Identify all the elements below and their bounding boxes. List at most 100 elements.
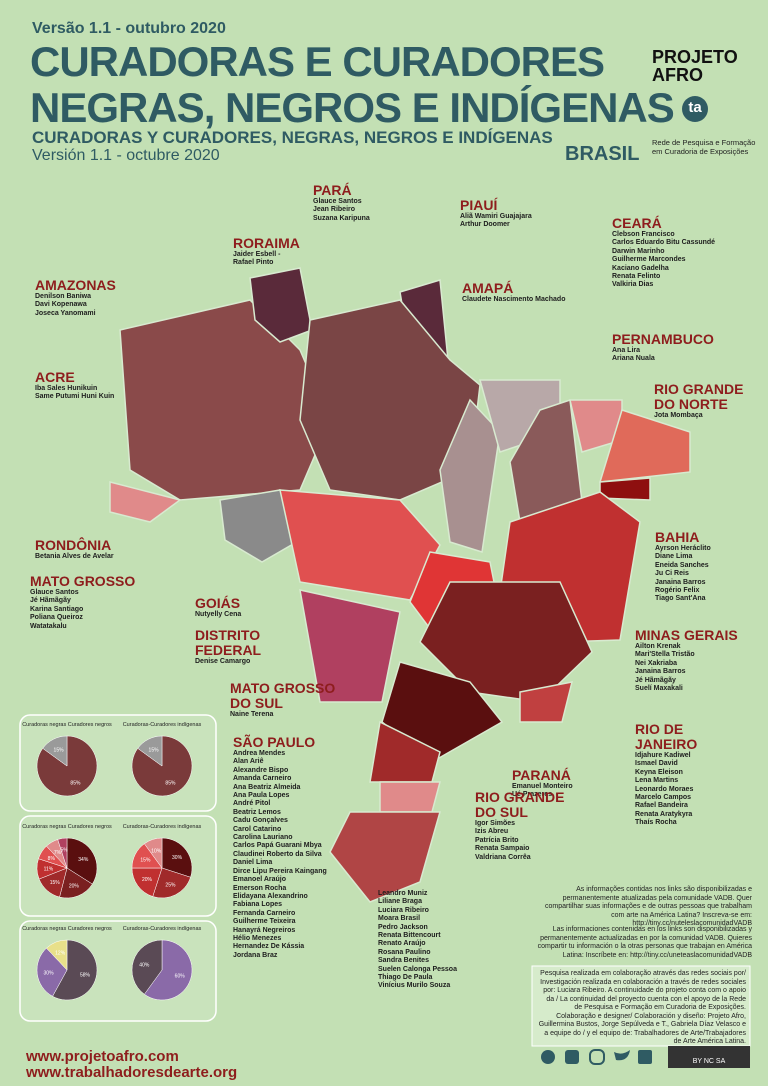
person: Renata Bittencourt <box>378 932 441 940</box>
person: Glauce Santos <box>30 589 79 596</box>
person: Guilherme Teixeira <box>233 918 296 926</box>
pie-label: 30% <box>172 855 183 861</box>
person: Ayrson Heráclito <box>655 545 711 552</box>
person: Carol Catarino <box>233 825 282 833</box>
person: Renato Araújo <box>378 940 426 948</box>
state-block: DISTRITO FEDERAL Denise Camargo <box>195 628 315 666</box>
pie-slice <box>131 867 163 897</box>
person: Jota Mombaça <box>654 412 703 419</box>
state-name: AMAPÁ <box>462 280 514 296</box>
person: Ismael David <box>635 760 678 768</box>
pie-label: 15% <box>149 747 160 753</box>
note-box <box>531 965 751 1047</box>
ta-text: Rede de Pesquisa e Formação em Curadoria… <box>652 138 756 156</box>
person: Naine Terena <box>230 711 274 718</box>
person: Fabiana Lopes <box>233 901 283 909</box>
person: Vinícius Murilo Souza <box>378 982 451 990</box>
person: Aliã Wamiri Guajajara <box>460 213 532 220</box>
person: Pedro Jackson <box>378 923 428 931</box>
person: Ana Beatriz Almeida <box>233 783 301 791</box>
state-name: ACRE <box>35 369 75 385</box>
state-region <box>249 267 313 343</box>
person: Mari'Stella Tristão <box>635 651 695 659</box>
pie-title: Curadoras-Curadores indígenas <box>123 722 202 728</box>
site: www.trabalhadoresdearte.org <box>26 1064 238 1081</box>
state-block: RIO GRANDE DO NORTE Jota Mombaça <box>654 382 764 420</box>
person: Janaina Barros <box>655 578 706 586</box>
person: Ana Lira <box>612 347 641 354</box>
state-name: RORAIMA <box>233 235 300 251</box>
person: Rafael Bandeira <box>635 802 688 810</box>
person: Valdriana Corrêa <box>475 853 531 861</box>
pie-label: 85% <box>165 781 176 787</box>
pie-label: 11% <box>44 867 54 873</box>
state-name: MINAS GERAIS <box>635 627 738 643</box>
person: Same Putumi Huni Kuin <box>35 393 115 401</box>
pie-title: Curadoras-Curadores indígenas <box>123 824 202 830</box>
person: Jean Ribeiro <box>313 206 356 214</box>
person: Glauce Santos <box>313 198 362 205</box>
pie-slice <box>161 837 193 878</box>
version-es: Versión 1.1 - octubre 2020 <box>32 147 220 164</box>
person: Leandro Muniz <box>378 890 428 897</box>
map <box>109 267 691 903</box>
person: Hélio Menezes <box>233 934 282 942</box>
credits: Pesquisa realizada em colaboração atravé… <box>538 970 746 1045</box>
pie-title: Curadoras-Curadores indígenas <box>123 926 202 932</box>
person: Janaina Barros <box>635 668 686 676</box>
person: Jordana Braz <box>233 951 278 959</box>
person: Hanayrá Negreiros <box>233 926 296 934</box>
title: CURADORAS E CURADORES <box>30 38 605 85</box>
country: BRASIL <box>565 143 640 165</box>
person: Rafael Pinto <box>233 259 274 267</box>
person: Renata Aratykyra <box>635 810 693 818</box>
person: Rogério Felix <box>655 587 700 595</box>
person: Iba Sales Hunikuin <box>35 385 98 392</box>
pie-slice <box>36 947 68 997</box>
license: BY NC SA <box>692 1058 726 1065</box>
person: Emanoel Araújo <box>233 876 287 884</box>
state-block: AMAPÁ Claudete Nascimento Machado <box>462 280 565 304</box>
pie-slice <box>152 867 191 899</box>
state-name: PARANÁ <box>512 767 571 783</box>
person: Suelen Calonga Pessoa <box>378 965 457 973</box>
state-name: DISTRITO FEDERAL <box>195 627 262 658</box>
pie-label: 12% <box>55 951 66 957</box>
subtitle: CURADORAS Y CURADORES, NEGRAS, NEGROS E … <box>32 128 553 147</box>
state-name: AMAZONAS <box>35 277 116 293</box>
pie-title: Curadoras negras Curadores negros <box>22 926 112 932</box>
person: Emanuel Monteiro <box>512 783 573 790</box>
person: Beatriz Lemos <box>233 808 281 816</box>
state-name: PERNAMBUCO <box>612 331 714 347</box>
pie-label: 10% <box>151 848 162 854</box>
state-name: MATO GROSSO <box>30 573 136 589</box>
state-region <box>519 681 574 723</box>
state-name: CEARÁ <box>612 215 662 231</box>
person: Renata Sampaio <box>475 845 530 853</box>
person: Carlos Papá Guarani Mbya <box>233 842 322 850</box>
person: Elidayana Alexandrino <box>233 892 308 900</box>
state-block: RIO DE JANEIRO Idjahure Kadiwel Ismael Dav… <box>635 722 735 828</box>
person: Diane Lima <box>655 553 693 561</box>
pie-label: 8% <box>48 856 56 862</box>
pie-slice <box>46 939 68 971</box>
pie-label: 25% <box>165 883 176 889</box>
person: Carolina Lauriano <box>233 834 293 842</box>
person: Guilherme Marcondes <box>612 256 686 264</box>
state-name: RIO GRANDE DO NORTE <box>654 381 744 412</box>
person: Fernanda Carneiro <box>233 909 296 917</box>
person: Jé Hãmãgãy <box>30 597 71 605</box>
person: Darwin Marinho <box>612 247 665 255</box>
person: Sandra Benites <box>378 957 429 965</box>
state-block: GOIÁS Nutyelly Cena <box>195 596 315 619</box>
state-region <box>219 489 301 563</box>
person: Nutyelly Cena <box>195 611 242 618</box>
pie-slice <box>59 867 93 899</box>
pie-slice <box>57 837 68 869</box>
person: Kaciano Gadelha <box>612 264 669 272</box>
person: Jé Hãmãgãy <box>635 676 676 684</box>
state-block: PARÁ Glauce Santos Jean Ribeiro Suzana Kari… <box>313 183 423 223</box>
person: Keyna Eleison <box>635 768 683 776</box>
